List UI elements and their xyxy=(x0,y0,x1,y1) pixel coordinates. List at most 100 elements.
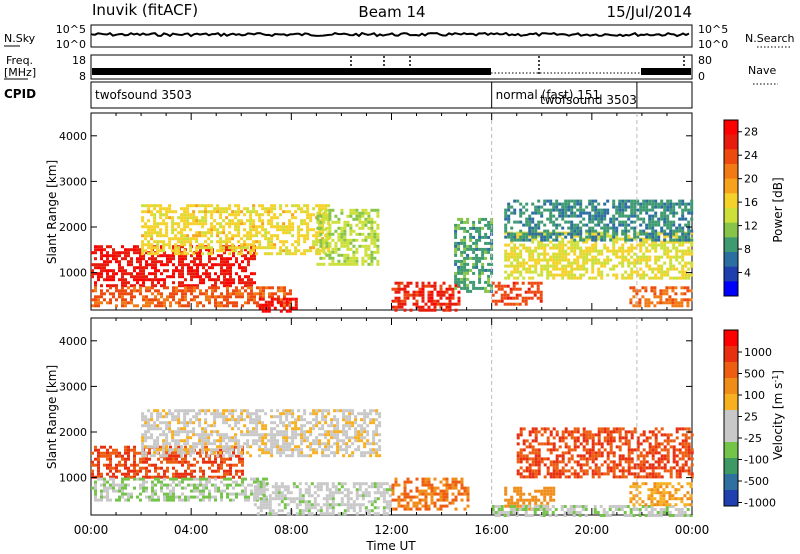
heatmap-cell xyxy=(279,412,283,416)
heatmap-cell xyxy=(543,229,547,233)
heatmap-cell xyxy=(172,286,175,290)
heatmap-cell xyxy=(403,290,407,294)
heatmap-cell xyxy=(151,260,154,264)
heatmap-cell xyxy=(225,448,229,452)
heatmap-cell xyxy=(262,485,266,489)
heatmap-cell xyxy=(385,482,389,486)
heatmap-cell xyxy=(196,266,199,270)
heatmap-cell xyxy=(229,466,232,470)
heatmap-cell xyxy=(168,240,172,244)
heatmap-cell xyxy=(204,409,208,413)
heatmap-cell xyxy=(690,252,694,256)
heatmap-cell xyxy=(394,507,398,511)
heatmap-cell xyxy=(594,211,598,215)
heatmap-cell xyxy=(190,260,193,264)
heatmap-cell xyxy=(295,485,299,489)
heatmap-cell xyxy=(285,240,289,244)
heatmap-cell xyxy=(288,424,292,428)
heatmap-cell xyxy=(103,489,106,493)
heatmap-cell xyxy=(181,477,184,481)
heatmap-cell xyxy=(579,273,583,277)
heatmap-cell xyxy=(253,477,256,481)
heatmap-cell xyxy=(576,208,580,212)
heatmap-cell xyxy=(297,454,301,458)
heatmap-cell xyxy=(552,223,556,227)
heatmap-cell xyxy=(187,301,190,305)
heatmap-cell xyxy=(268,494,272,498)
heatmap-cell xyxy=(193,475,196,479)
heatmap-cell xyxy=(382,494,386,498)
heatmap-cell xyxy=(306,439,310,443)
heatmap-cell xyxy=(549,199,553,203)
heatmap-cell xyxy=(247,301,250,305)
heatmap-cell xyxy=(642,240,646,244)
heatmap-cell xyxy=(567,273,571,277)
heatmap-cell xyxy=(509,290,513,294)
heatmap-cell xyxy=(503,293,507,297)
heatmap-cell xyxy=(103,266,106,270)
heatmap-cell xyxy=(148,457,151,461)
heatmap-cell xyxy=(421,480,425,484)
heatmap-cell xyxy=(259,480,262,484)
heatmap-cell xyxy=(415,507,419,511)
heatmap-cell xyxy=(442,302,446,306)
heatmap-cell xyxy=(139,286,142,290)
heatmap-cell xyxy=(361,226,365,230)
heatmap-cell xyxy=(351,409,355,413)
heatmap-cell xyxy=(189,240,193,244)
heatmap-cell xyxy=(576,202,580,206)
heatmap-cell xyxy=(348,424,352,428)
heatmap-cell xyxy=(487,241,491,245)
heatmap-cell xyxy=(232,475,235,479)
heatmap-cell xyxy=(597,220,601,224)
heatmap-cell xyxy=(451,293,455,297)
heatmap-cell xyxy=(328,262,332,266)
heatmap-cell xyxy=(303,252,307,256)
heatmap-cell xyxy=(366,415,370,419)
heatmap-cell xyxy=(478,259,482,263)
heatmap-cell xyxy=(513,211,517,215)
heatmap-cell xyxy=(240,243,244,247)
heatmap-cell xyxy=(220,304,223,308)
heatmap-cell xyxy=(606,199,610,203)
heatmap-cell xyxy=(337,503,341,507)
heatmap-cell xyxy=(516,252,520,256)
heatmap-cell xyxy=(225,222,229,226)
heatmap-cell xyxy=(279,415,283,419)
heatmap-cell xyxy=(674,286,678,290)
heatmap-cell xyxy=(666,208,670,212)
heatmap-cell xyxy=(178,272,181,276)
heatmap-cell xyxy=(537,246,541,250)
heatmap-cell xyxy=(549,246,553,250)
heatmap-cell xyxy=(183,240,187,244)
heatmap-cell xyxy=(183,234,187,238)
heatmap-cell xyxy=(190,475,193,479)
heatmap-cell xyxy=(297,207,301,211)
heatmap-cell xyxy=(231,243,235,247)
heatmap-cell xyxy=(219,240,223,244)
heatmap-cell xyxy=(603,261,607,265)
heatmap-cell xyxy=(466,247,470,251)
heatmap-cell xyxy=(337,217,341,221)
heatmap-cell xyxy=(139,460,142,464)
heatmap-cell xyxy=(291,427,295,431)
heatmap-cell xyxy=(228,222,232,226)
heatmap-cell xyxy=(124,292,127,296)
heatmap-cell xyxy=(513,270,517,274)
heatmap-cell xyxy=(654,229,658,233)
heatmap-cell xyxy=(223,281,226,285)
heatmap-cell xyxy=(472,265,476,269)
heatmap-cell xyxy=(454,250,458,254)
heatmap-cell xyxy=(561,214,565,218)
heatmap-cell xyxy=(172,457,175,461)
heatmap-cell xyxy=(141,412,145,416)
heatmap-cell xyxy=(324,252,328,256)
heatmap-cell xyxy=(463,256,467,260)
heatmap-cell xyxy=(543,255,547,259)
heatmap-cell xyxy=(328,506,332,510)
heatmap-cell xyxy=(642,255,646,259)
heatmap-cell xyxy=(651,220,655,224)
heatmap-cell xyxy=(172,281,175,285)
heatmap-cell xyxy=(648,199,652,203)
heatmap-cell xyxy=(354,418,358,422)
